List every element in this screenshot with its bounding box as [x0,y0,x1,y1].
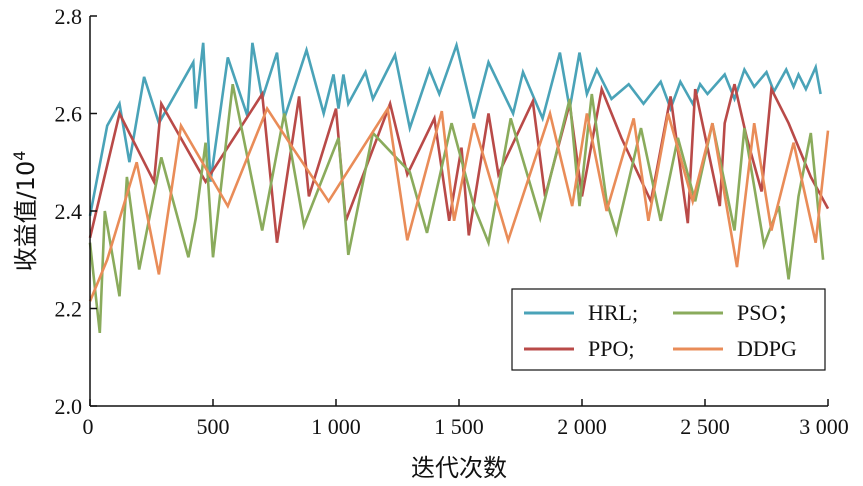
y-tick-label: 2.6 [55,102,83,127]
y-axis-title-main: 收益值/10 [12,161,40,272]
x-axis-title: 迭代次数 [411,454,507,482]
x-tick-label: 1 500 [434,414,484,439]
legend: HRL; PSO； PPO; DDPG [511,288,826,371]
x-tick-label: 500 [197,414,230,439]
series-line-ddpg [88,104,830,302]
legend-box [511,288,826,371]
y-tick-label: 2.4 [55,199,83,224]
y-tick-label: 2.2 [55,297,83,322]
y-tick-label: 2.8 [55,4,83,29]
legend-label-ppo: PPO; [588,336,634,361]
legend-label-ddpg: DDPG [737,336,797,361]
series-line-pso [88,83,825,334]
series-layer [88,40,830,334]
y-axis-title-sup: 4 [10,151,29,161]
ticks: 0 500 1 000 1 500 2 000 2 500 3 000 2.0 2.2 2.4 2.… [55,4,849,439]
legend-label-pso: PSO； [737,300,799,325]
x-tick-label: 1 000 [311,414,361,439]
x-tick-label: 2 000 [557,414,607,439]
y-tick-label: 2.0 [55,394,83,419]
series-line-ppo [88,83,830,243]
x-tick-label: 2 500 [680,414,730,439]
legend-label-hrl: HRL; [588,300,638,325]
y-axis-title: 收益值/104 [10,151,40,272]
x-tick-label: 0 [83,414,94,439]
x-tick-label: 3 000 [799,414,849,439]
